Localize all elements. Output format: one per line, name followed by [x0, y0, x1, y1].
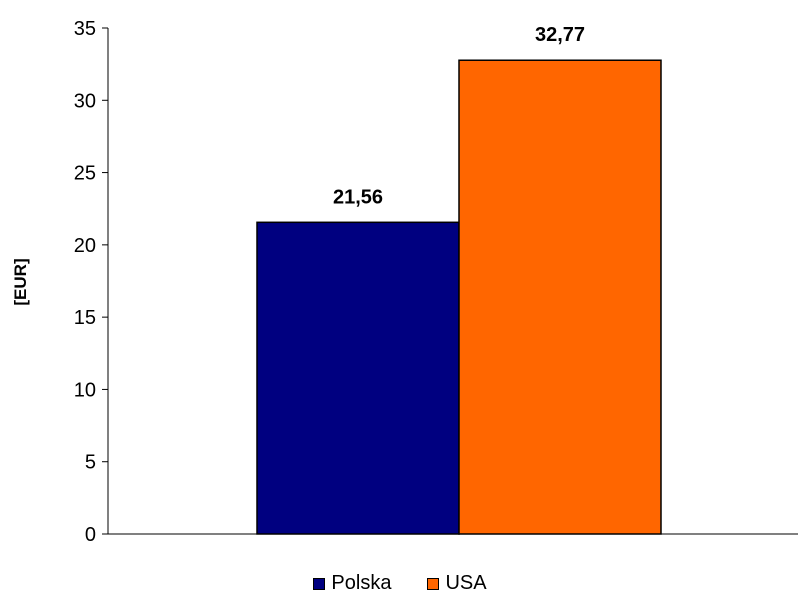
y-axis-label: [EUR] — [11, 258, 30, 305]
y-tick-label: 15 — [74, 307, 96, 329]
y-tick-label: 5 — [85, 452, 96, 474]
data-label-polska: 21,56 — [333, 186, 383, 208]
legend-item-usa: USA — [427, 572, 487, 595]
bar-polska — [256, 221, 460, 535]
legend-label-usa: USA — [445, 572, 487, 594]
y-axis: 0 5 10 15 20 25 30 35 — [74, 18, 798, 546]
y-tick-label: 0 — [85, 524, 96, 546]
data-label-usa: 32,77 — [535, 24, 585, 46]
y-tick-label: 20 — [74, 235, 96, 257]
legend: Polska USA — [0, 572, 800, 595]
y-tick-label: 30 — [74, 90, 96, 112]
y-tick-label: 10 — [74, 379, 96, 401]
data-labels: 21,56 32,77 — [333, 24, 585, 208]
bar-usa — [458, 59, 662, 535]
legend-label-polska: Polska — [331, 572, 392, 594]
y-tick-label: 35 — [74, 18, 96, 40]
legend-swatch-usa — [427, 577, 440, 590]
legend-swatch-polska — [313, 577, 326, 590]
legend-item-polska: Polska — [313, 572, 391, 595]
bars — [256, 59, 662, 535]
y-tick-label: 25 — [74, 163, 96, 185]
